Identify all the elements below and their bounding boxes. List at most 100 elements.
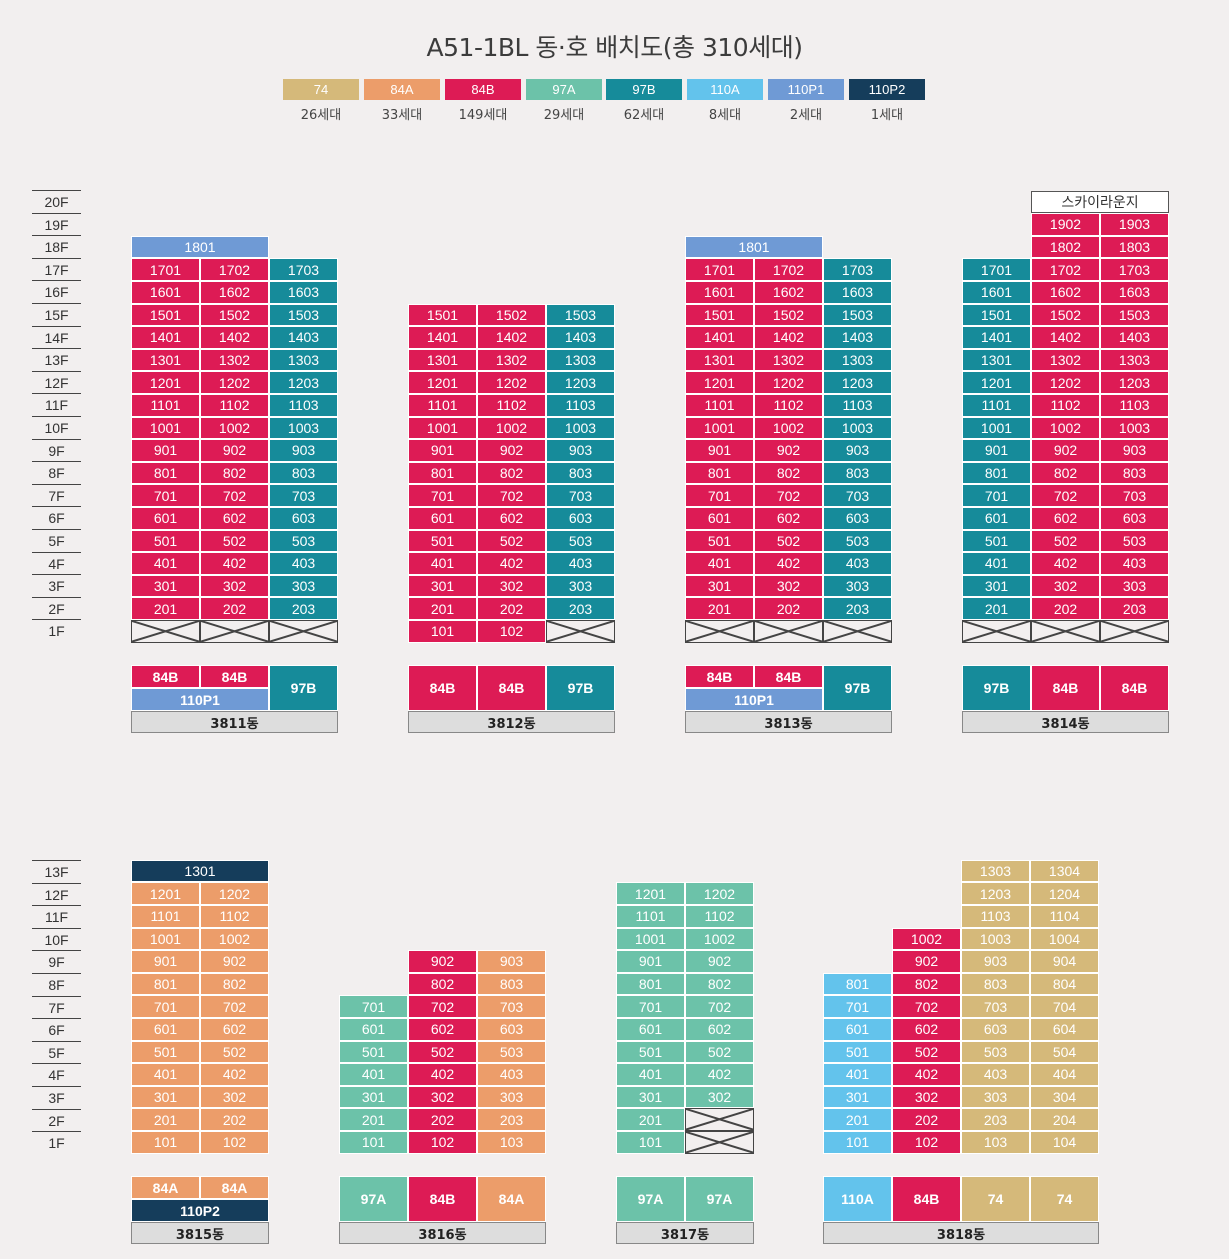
unit-cell: 301 — [616, 1085, 685, 1109]
unit-cell: 201 — [408, 597, 477, 620]
empty-unit — [685, 1108, 754, 1131]
legend-count: 33세대 — [381, 108, 423, 123]
unit-cell: 501 — [339, 1040, 408, 1064]
legend-count: 149세대 — [458, 108, 508, 123]
unit-cell: 1003 — [269, 416, 338, 440]
floor-label: 20F — [32, 190, 81, 212]
building-name: 3817동 — [616, 1222, 754, 1244]
unit-cell: 702 — [200, 484, 269, 507]
unit-cell: 701 — [131, 995, 200, 1018]
unit-cell: 702 — [685, 995, 754, 1018]
building-type-box: 97B — [546, 665, 615, 711]
unit-cell: 401 — [339, 1063, 408, 1086]
unit-cell: 1001 — [616, 927, 685, 951]
unit-cell: 801 — [685, 461, 754, 485]
unit-cell: 203 — [1100, 597, 1169, 620]
sky-lounge-label: 스카이라운지 — [1031, 190, 1169, 214]
no-unit-cross-icon — [755, 621, 822, 642]
unit-cell: 303 — [477, 1085, 546, 1109]
unit-cell: 101 — [131, 1131, 200, 1154]
floor-label: 16F — [32, 280, 81, 302]
floor-label: 10F — [32, 416, 81, 438]
unit-cell: 1703 — [1100, 258, 1169, 281]
building-name: 3812동 — [408, 711, 615, 733]
building-type-box: 84A — [200, 1176, 269, 1199]
unit-cell: 101 — [408, 620, 477, 643]
unit-cell: 403 — [477, 1063, 546, 1086]
unit-cell: 1103 — [961, 905, 1030, 928]
unit-cell: 604 — [1030, 1018, 1099, 1041]
penthouse-unit: 1801 — [131, 235, 269, 259]
unit-cell: 1702 — [200, 258, 269, 281]
unit-cell: 201 — [131, 1108, 200, 1131]
unit-cell: 1502 — [754, 303, 823, 327]
unit-cell: 803 — [546, 461, 615, 485]
unit-cell: 601 — [131, 507, 200, 530]
unit-cell: 801 — [131, 461, 200, 485]
unit-cell: 804 — [1030, 972, 1099, 996]
unit-cell: 502 — [1031, 529, 1100, 553]
unit-cell: 202 — [477, 597, 546, 620]
unit-cell: 403 — [269, 552, 338, 575]
unit-cell: 1002 — [200, 416, 269, 440]
no-unit-cross-icon — [547, 621, 614, 642]
unit-cell: 1302 — [1031, 348, 1100, 372]
unit-cell: 403 — [961, 1063, 1030, 1086]
unit-cell: 802 — [477, 461, 546, 485]
floor-label: 5F — [32, 529, 81, 551]
legend-swatch: 84A — [364, 79, 440, 100]
unit-cell: 703 — [546, 484, 615, 507]
building-name: 3816동 — [339, 1222, 546, 1244]
unit-cell: 1603 — [269, 281, 338, 304]
unit-cell: 1701 — [685, 258, 754, 281]
floor-label: 5F — [32, 1040, 81, 1063]
floor-label: 11F — [32, 905, 81, 927]
building-type-box: 84B — [754, 665, 823, 688]
unit-cell: 1201 — [685, 371, 754, 394]
empty-unit — [685, 620, 754, 643]
unit-cell: 1503 — [269, 303, 338, 327]
legend-swatch: 84B — [445, 79, 521, 100]
unit-cell: 502 — [892, 1040, 961, 1064]
unit-cell: 402 — [200, 1063, 269, 1086]
building-type-box: 84B — [685, 665, 754, 688]
unit-cell: 1602 — [754, 281, 823, 304]
unit-cell: 1202 — [200, 371, 269, 394]
unit-cell: 903 — [269, 439, 338, 462]
unit-cell: 1602 — [200, 281, 269, 304]
building-type-box: 97A — [616, 1176, 685, 1222]
unit-cell: 801 — [823, 972, 892, 996]
unit-cell: 201 — [823, 1108, 892, 1131]
unit-cell: 402 — [200, 552, 269, 575]
unit-cell: 601 — [339, 1018, 408, 1041]
legend-item-84b: 84B 149세대 — [445, 79, 521, 123]
unit-cell: 201 — [339, 1108, 408, 1131]
unit-cell: 702 — [754, 484, 823, 507]
unit-cell: 1502 — [477, 303, 546, 327]
unit-cell: 1103 — [269, 394, 338, 417]
unit-cell: 601 — [616, 1018, 685, 1041]
empty-unit — [962, 620, 1031, 643]
unit-cell: 601 — [962, 507, 1031, 530]
unit-cell: 101 — [339, 1131, 408, 1154]
unit-cell: 203 — [823, 597, 892, 620]
unit-cell: 1501 — [131, 303, 200, 327]
legend-count: 8세대 — [708, 108, 742, 123]
floor-label: 1F — [32, 1131, 81, 1153]
no-unit-cross-icon — [270, 621, 337, 642]
floor-label: 8F — [32, 973, 81, 995]
unit-cell: 703 — [1100, 484, 1169, 507]
unit-cell: 602 — [408, 1018, 477, 1041]
unit-cell: 1402 — [754, 326, 823, 349]
building-type-box: 84A — [477, 1176, 546, 1222]
unit-cell: 1703 — [823, 258, 892, 281]
unit-cell: 701 — [823, 995, 892, 1018]
unit-cell: 602 — [1031, 507, 1100, 530]
floor-label: 7F — [32, 483, 81, 506]
empty-unit — [546, 620, 615, 643]
legend-item-110p2: 110P2 1세대 — [849, 79, 925, 123]
unit-cell: 803 — [269, 461, 338, 485]
unit-cell: 402 — [685, 1063, 754, 1086]
unit-cell: 202 — [408, 1108, 477, 1131]
unit-cell: 1004 — [1030, 927, 1099, 951]
